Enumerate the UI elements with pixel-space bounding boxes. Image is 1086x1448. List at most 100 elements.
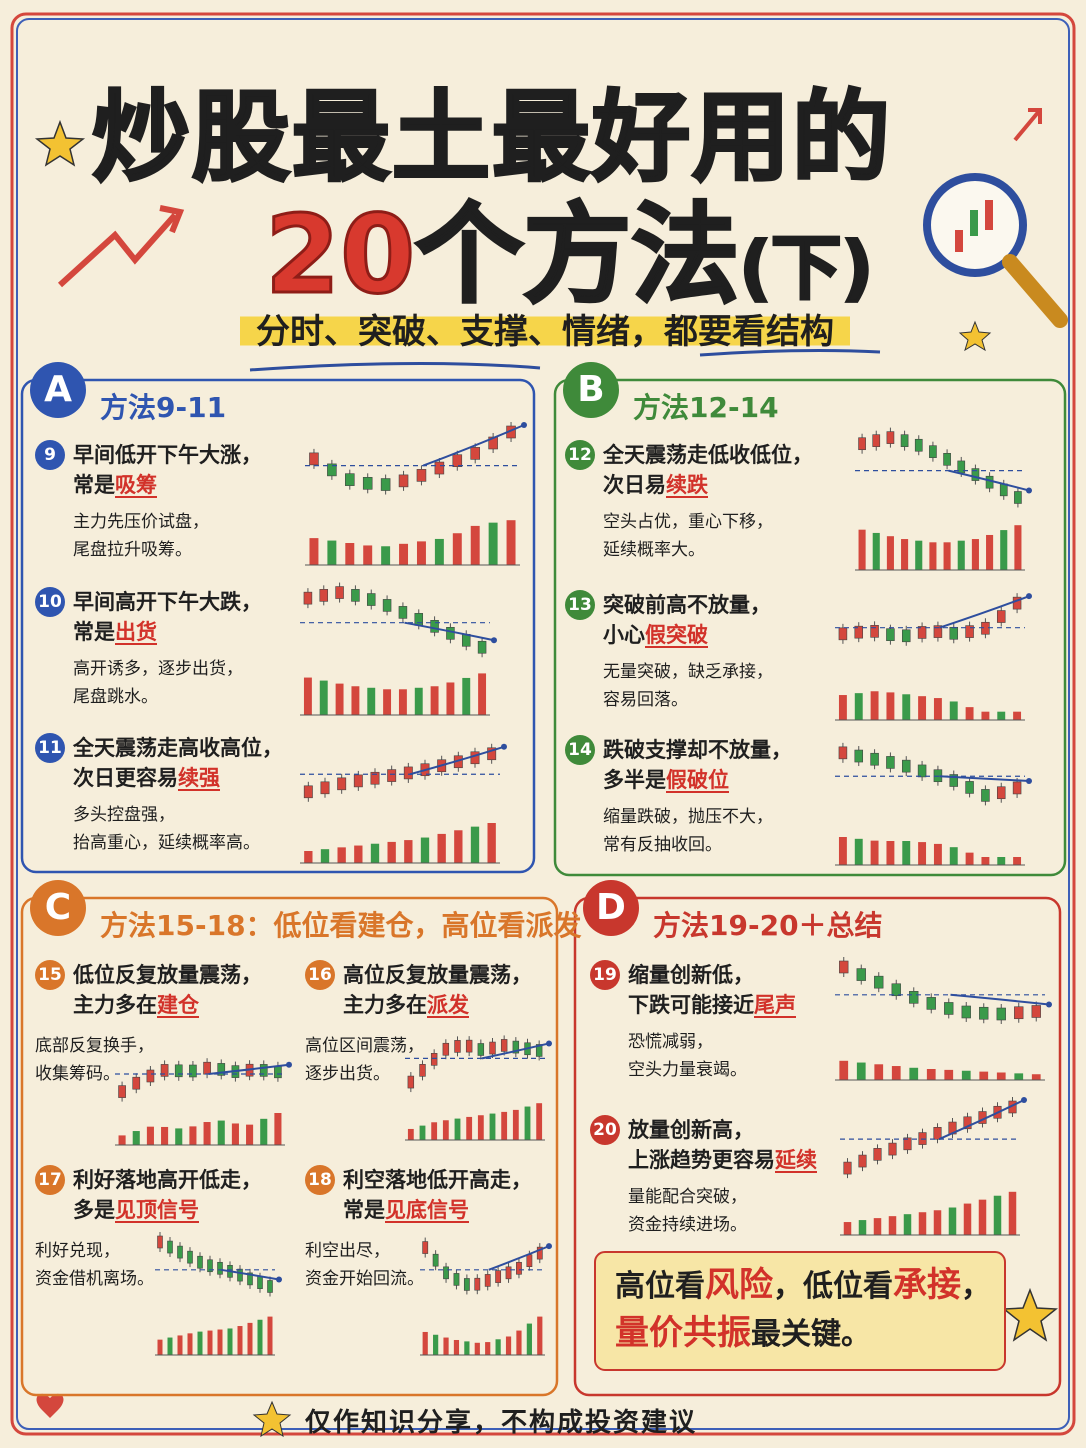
arrow-tip xyxy=(1026,777,1032,784)
method-desc: 量能配合突破， xyxy=(628,1187,747,1207)
magnifier-candle xyxy=(970,210,978,236)
method-line1: 利空落地低开高走， xyxy=(343,1168,532,1192)
volume-bar xyxy=(203,1122,211,1145)
volume-bar xyxy=(304,851,313,863)
candle xyxy=(259,1064,268,1077)
volume-bar xyxy=(231,1123,239,1145)
candle xyxy=(309,452,319,466)
volume-bar xyxy=(416,541,426,565)
arrow-tip xyxy=(521,422,527,428)
candle xyxy=(337,777,347,791)
candle xyxy=(484,1274,491,1287)
method-desc: 无量突破，缺乏承接， xyxy=(603,662,773,682)
candle xyxy=(197,1255,203,1269)
volume-bar xyxy=(217,1120,225,1145)
volume-bar xyxy=(872,532,880,570)
summary-box xyxy=(594,1251,1006,1371)
candle xyxy=(432,1253,439,1267)
volume-bar xyxy=(926,1069,936,1080)
volume-bar xyxy=(247,1322,253,1355)
summary-part: 高位看 xyxy=(615,1269,705,1304)
candle xyxy=(351,589,360,602)
candle xyxy=(345,473,355,486)
method-line1: 全天震荡走低收低位， xyxy=(603,443,813,467)
volume-bar xyxy=(452,533,462,565)
candle xyxy=(217,1261,223,1275)
volume-bar xyxy=(381,546,391,565)
volume-bar xyxy=(419,1125,426,1140)
volume-bar xyxy=(838,837,847,865)
candle xyxy=(370,771,380,785)
candle xyxy=(909,991,919,1004)
candle xyxy=(327,463,337,477)
method-number: 14 xyxy=(565,735,595,765)
candle xyxy=(387,769,397,782)
summary-part: 承接 xyxy=(893,1265,961,1305)
volume-bar xyxy=(446,682,455,715)
volume-bar xyxy=(345,543,355,565)
method-key: 延续 xyxy=(775,1148,817,1172)
section-box xyxy=(20,378,536,874)
method-key: 派发 xyxy=(427,993,469,1017)
volume-bar xyxy=(843,1222,852,1235)
volume-bar xyxy=(197,1331,203,1355)
volume-bar xyxy=(454,1118,461,1140)
method-desc: 资金持续进场。 xyxy=(628,1215,747,1235)
volume-bar xyxy=(370,843,380,863)
magnifier-handle xyxy=(1002,254,1068,328)
method-prefix: 多是 xyxy=(73,1198,115,1222)
volume-bar xyxy=(351,686,360,715)
method-key: 假突破 xyxy=(645,623,708,647)
method-desc: 高开诱多，逐步出货， xyxy=(73,659,243,679)
candle xyxy=(453,1273,460,1286)
arrow-tip xyxy=(546,1040,552,1047)
volume-bar xyxy=(918,1212,927,1235)
volume-bar xyxy=(957,540,965,570)
method-line2: 上涨趋势更容易延续 xyxy=(628,1145,817,1175)
candle xyxy=(961,1005,971,1019)
candle xyxy=(985,475,994,489)
candle xyxy=(217,1063,226,1076)
method-line1: 利好落地高开低走， xyxy=(73,1168,262,1192)
volume-bar xyxy=(997,857,1006,865)
candle xyxy=(454,1040,461,1053)
candle xyxy=(430,620,439,633)
trend-arrow xyxy=(409,745,505,776)
subtitle: 分时、突破、支撑、情绪，都要看结构 xyxy=(240,304,850,353)
method-number: 9 xyxy=(35,440,65,470)
candle xyxy=(419,1064,426,1077)
volume-bar xyxy=(856,1062,866,1080)
volume-bar xyxy=(443,1337,449,1355)
candle xyxy=(858,1154,867,1168)
volume-bar xyxy=(437,833,446,863)
candle xyxy=(303,785,313,799)
summary-part: 风险 xyxy=(705,1265,773,1305)
volume-bar xyxy=(858,529,866,570)
arrow-tip xyxy=(1021,1097,1027,1103)
method-desc: 利空出尽， xyxy=(305,1241,390,1261)
volume-bar xyxy=(327,540,337,565)
volume-bar xyxy=(1031,1074,1041,1080)
candle xyxy=(187,1250,193,1264)
volume-bar xyxy=(431,1122,438,1140)
candle xyxy=(382,599,392,612)
candle xyxy=(933,625,943,638)
volume-bar xyxy=(986,534,994,570)
method-number: 16 xyxy=(305,960,335,990)
method-desc: 资金借机离场。 xyxy=(35,1269,154,1289)
volume-bar xyxy=(963,1203,972,1235)
candle xyxy=(1031,1005,1041,1018)
section-box xyxy=(20,896,559,1397)
title-suffix: (下) xyxy=(738,226,875,311)
method-line2: 多半是假破位 xyxy=(603,765,729,795)
volume-bar xyxy=(915,540,923,570)
section-badge: C xyxy=(30,880,86,936)
candle xyxy=(465,1039,473,1053)
candle xyxy=(870,752,879,766)
volume-bar xyxy=(474,1342,480,1355)
volume-bar xyxy=(870,691,879,720)
method-line2: 小心假突破 xyxy=(603,620,708,650)
method-desc: 利好兑现， xyxy=(35,1241,120,1261)
volume-bar xyxy=(335,683,344,715)
